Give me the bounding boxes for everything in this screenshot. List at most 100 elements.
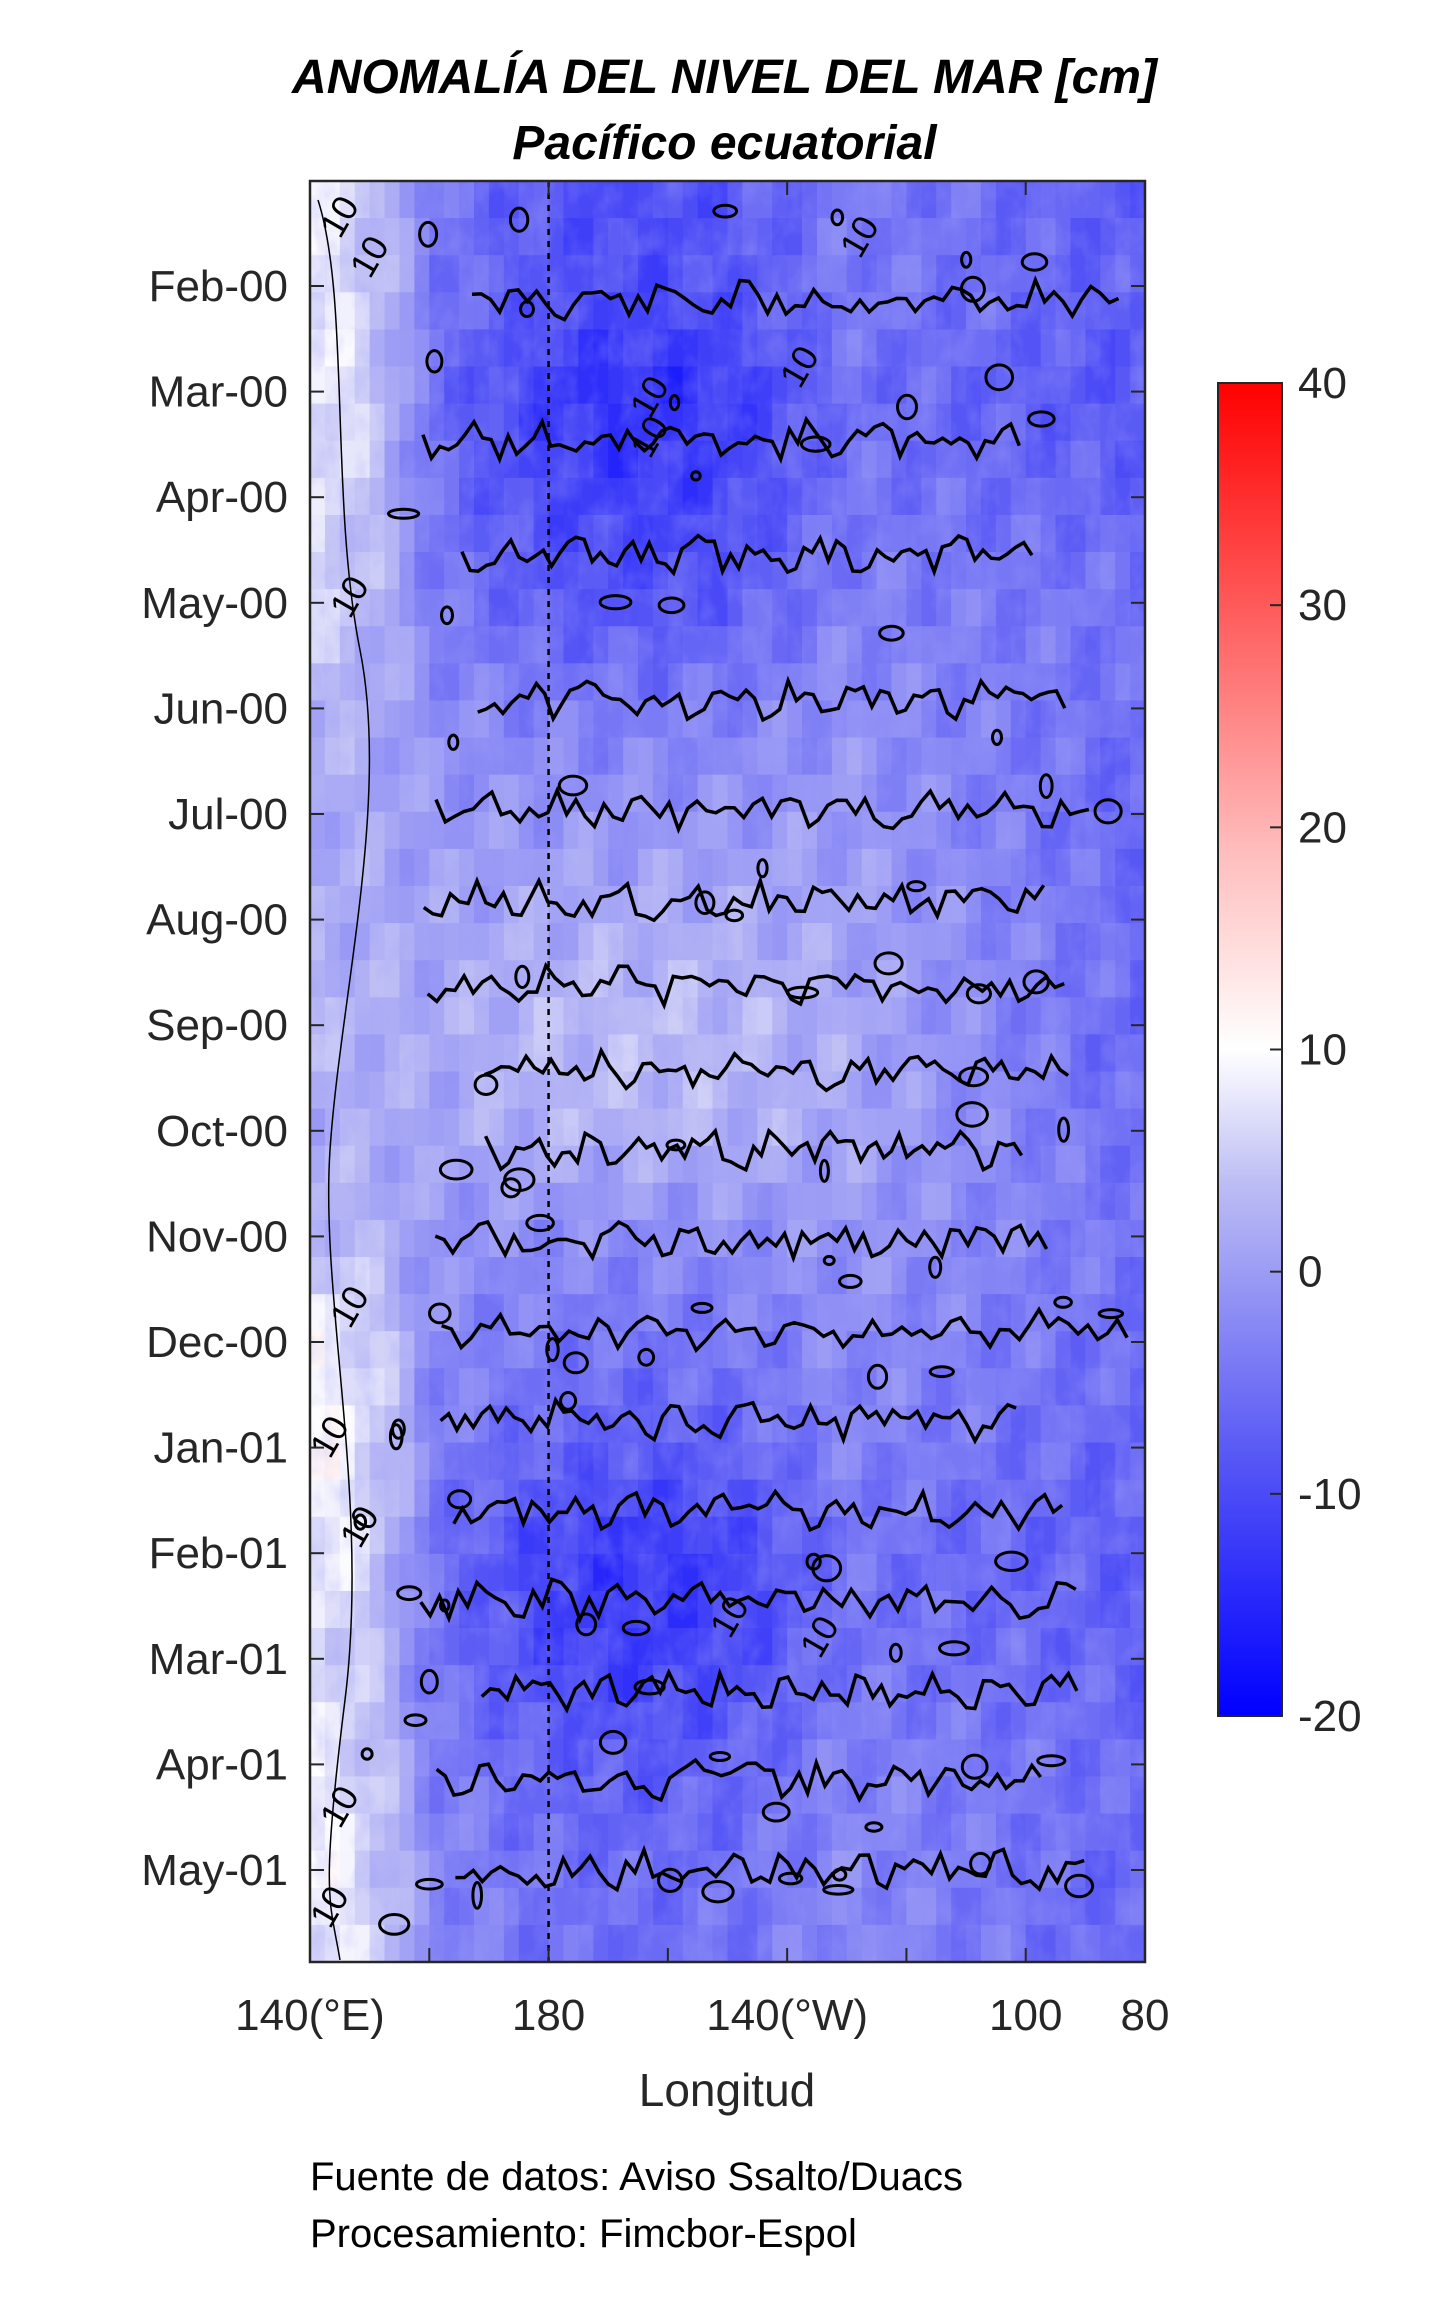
contour-blob [690, 1301, 714, 1314]
contour-blob [1097, 1308, 1125, 1320]
contour-blob [545, 1337, 560, 1363]
x-tick-label: 100 [989, 1991, 1062, 2040]
contour-blob [785, 985, 820, 1000]
contour-blob [811, 1554, 843, 1583]
colorbar-tick-label: -20 [1298, 1692, 1362, 1741]
y-tick-label: Nov-00 [146, 1212, 288, 1261]
contour-blob [473, 1073, 499, 1097]
contour-blob [1036, 1754, 1067, 1768]
contour-blob [500, 1177, 522, 1199]
contour-zero [455, 1844, 1085, 1893]
x-axis-title: Longitud [639, 2064, 816, 2116]
contour-blob [557, 774, 589, 797]
contour-blob [665, 1138, 687, 1152]
contour-blob [428, 1302, 452, 1325]
contour-blob [906, 880, 927, 893]
contour-zero [439, 1395, 1017, 1446]
contour-zero [435, 1756, 1042, 1804]
anomaly-field [310, 181, 1145, 1962]
x-tick-label: 140(°E) [235, 1991, 385, 2040]
contour-blob [694, 890, 716, 916]
contour-blob [419, 1668, 439, 1695]
contour-blob [562, 1351, 589, 1375]
y-tick-label: Jan-01 [153, 1424, 288, 1473]
contour-zero [434, 785, 1090, 835]
colorbar-tick-label: 10 [1298, 1026, 1347, 1075]
contour-blob [447, 1489, 473, 1510]
contour-blob [471, 1881, 484, 1910]
contour-blob [415, 1877, 444, 1891]
contour-blob [396, 1585, 423, 1602]
contour-blob [598, 594, 633, 611]
y-tick-label: May-00 [141, 579, 288, 628]
contour-blob [440, 605, 454, 626]
contour-zero [484, 1127, 1024, 1173]
contour-blob [657, 596, 686, 615]
contour-blob [701, 1880, 735, 1904]
y-tick-label: Dec-00 [146, 1318, 288, 1367]
contour-blob [378, 1913, 411, 1936]
contour-blob [525, 1213, 555, 1233]
contour-blob [959, 275, 986, 303]
contour-blob [508, 206, 530, 233]
contour-blob [387, 507, 421, 520]
contour-blob [799, 435, 832, 453]
plot-frame [308, 179, 1147, 1964]
contour-blob [818, 1158, 830, 1183]
x-tick-label: 180 [512, 1991, 585, 2040]
contour-blob [360, 1747, 374, 1761]
chart-subtitle: Pacífico ecuatorial [512, 117, 937, 170]
contour-blob [1093, 798, 1123, 825]
contour-blob [969, 1851, 992, 1876]
contour-blob [1038, 773, 1054, 799]
x-tick-label: 80 [1121, 1991, 1170, 2040]
contour-blob [838, 1273, 863, 1289]
processing-note: Procesamiento: Fimcbor-Espol [310, 2212, 857, 2256]
contour-blob [888, 1642, 903, 1663]
contour-blob [831, 1867, 848, 1882]
y-tick-label: Jul-00 [168, 790, 288, 839]
contour-blob [690, 470, 702, 482]
y-tick-label: Feb-01 [149, 1529, 288, 1578]
y-tick-label: Apr-01 [156, 1740, 288, 1789]
contour-blob [1057, 1116, 1070, 1143]
contour-blob [984, 363, 1015, 392]
contour-zero [480, 1667, 1079, 1714]
contour-blob [575, 1612, 598, 1637]
contour-blob [668, 394, 681, 412]
contour-blob [439, 1598, 451, 1613]
contour-zero [426, 961, 1065, 1010]
x-tick-label: 140(°W) [706, 1991, 868, 2040]
contour-blob [756, 858, 769, 879]
contour-blob [960, 250, 973, 269]
data-source-note: Fuente de datos: Aviso Ssalto/Duacs [310, 2155, 963, 2199]
contour-blob [991, 728, 1003, 747]
contour-blob [958, 1066, 990, 1088]
y-tick-label: Jun-00 [153, 684, 288, 733]
contour-blob [928, 1365, 955, 1379]
contour-blob [1022, 969, 1050, 995]
contour-zero [452, 1487, 1064, 1533]
contour-blob [822, 1884, 855, 1896]
contour-blob [965, 983, 993, 1005]
contour-zero [421, 415, 1021, 465]
contour-zero [460, 533, 1034, 578]
colorbar-tick-label: 40 [1298, 359, 1347, 408]
contour-blob [864, 1821, 884, 1833]
contour-blob [425, 349, 444, 374]
chart-title: ANOMALÍA DEL NIVEL DEL MAR [cm] [292, 51, 1157, 104]
contour-blob [657, 1867, 684, 1894]
y-tick-label: Mar-00 [149, 368, 288, 417]
contour-blob [353, 1513, 368, 1531]
contour-blob [633, 1678, 666, 1696]
contour-blob [1027, 410, 1056, 428]
contour-blob [519, 300, 535, 319]
colorbar-tick-label: -10 [1298, 1470, 1362, 1519]
contour-ten [317, 199, 371, 1961]
contour-blob [637, 1347, 656, 1367]
x-axis: 140(°E) 180 140(°W) 100 80 [235, 181, 1169, 2040]
contour-blob [447, 733, 460, 751]
contour-zero [477, 675, 1067, 723]
contour-blob [994, 1550, 1029, 1573]
